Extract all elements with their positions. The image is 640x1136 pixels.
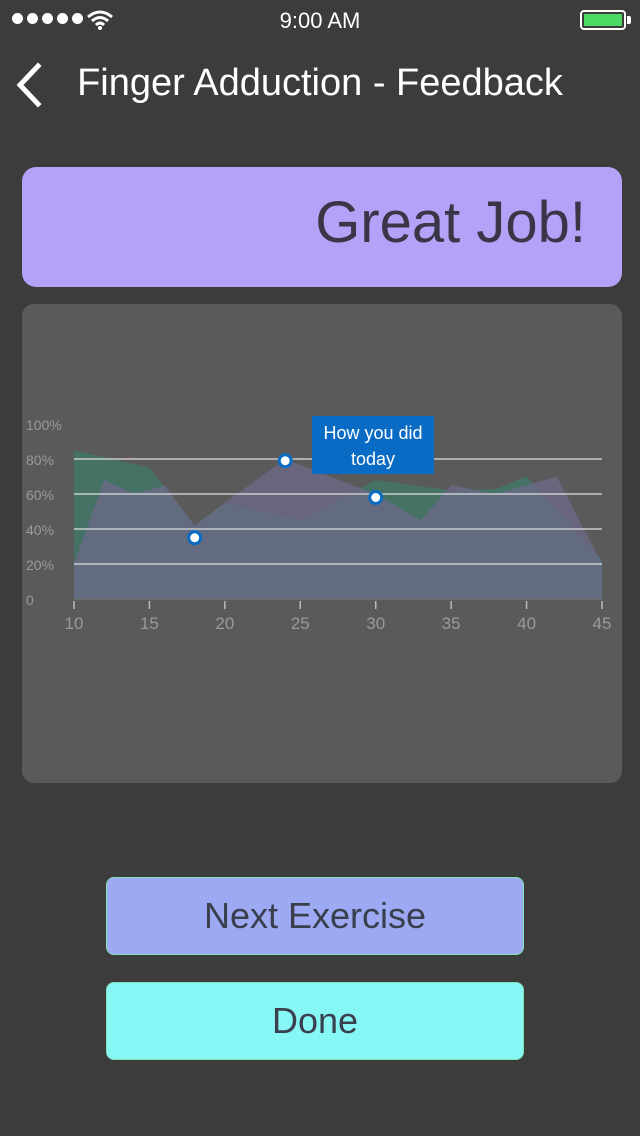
chevron-left-icon: [16, 62, 42, 108]
chart-marker-point: [277, 453, 293, 469]
navigation-bar: Finger Adduction - Feedback: [0, 50, 640, 120]
feedback-banner: Great Job!: [22, 167, 622, 287]
y-tick-label: 20%: [26, 557, 54, 573]
x-tick-label: 30: [366, 614, 385, 633]
done-button[interactable]: Done: [106, 982, 524, 1060]
annotation-text: today: [351, 449, 395, 469]
battery-icon: [580, 10, 626, 30]
x-tick-label: 35: [442, 614, 461, 633]
page-title: Finger Adduction - Feedback: [77, 62, 563, 104]
status-time: 9:00 AM: [279, 8, 361, 33]
wifi-icon: [87, 10, 113, 30]
chart-marker-point: [368, 490, 384, 505]
progress-chart-panel: 0 20% 40% 60% 80% 100% 10 15 20 25 30 35 40 45 How you…: [22, 304, 622, 783]
y-tick-label: 100%: [26, 417, 62, 433]
y-tick-label: 60%: [26, 487, 54, 503]
signal-dots-icon: [12, 13, 83, 24]
annotation-box: [312, 416, 434, 474]
next-exercise-button[interactable]: Next Exercise: [106, 877, 524, 955]
x-tick-label: 25: [291, 614, 310, 633]
annotation-text: How you did: [323, 423, 422, 443]
feedback-message: Great Job!: [315, 190, 586, 255]
progress-chart: 0 20% 40% 60% 80% 100% 10 15 20 25 30 35 40 45 How you…: [26, 416, 612, 633]
x-tick-label: 20: [215, 614, 234, 633]
y-tick-label: 0: [26, 592, 34, 608]
y-tick-label: 40%: [26, 522, 54, 538]
chart-marker-point: [187, 530, 203, 546]
back-button[interactable]: [10, 60, 50, 110]
x-tick-label: 45: [593, 614, 612, 633]
x-tick-label: 10: [65, 614, 84, 633]
status-bar: 9:00 AM: [0, 0, 640, 40]
x-tick-label: 15: [140, 614, 159, 633]
y-tick-label: 80%: [26, 452, 54, 468]
x-tick-label: 40: [517, 614, 536, 633]
